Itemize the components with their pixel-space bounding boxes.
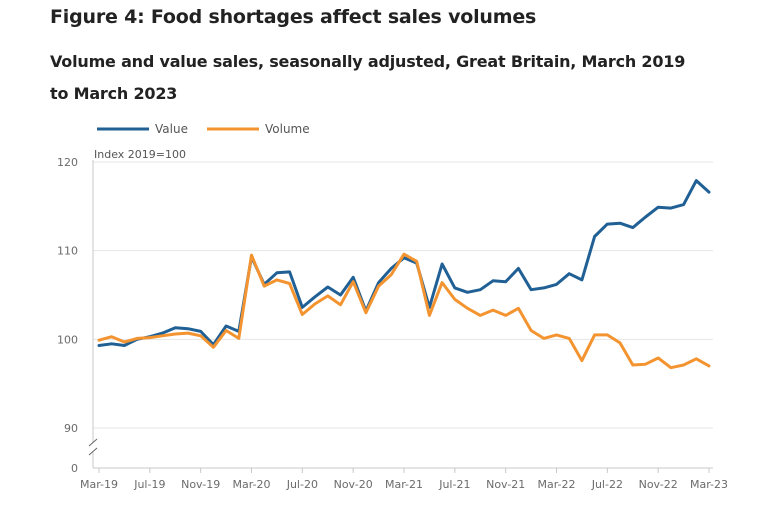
x-tick-label-Mar-20: Mar-20 bbox=[232, 478, 270, 491]
y-tick-label-120: 120 bbox=[57, 156, 78, 169]
y-tick-label-90: 90 bbox=[64, 422, 78, 435]
figure-subtitle: Volume and value sales, seasonally adjus… bbox=[50, 52, 686, 103]
series-line-volume bbox=[97, 252, 711, 370]
x-tick-label-Jul-19: Jul-19 bbox=[133, 478, 165, 491]
series-lines bbox=[97, 179, 711, 370]
legend-volume-label: Volume bbox=[265, 122, 310, 136]
figure-title: Figure 4: Food shortages affect sales vo… bbox=[50, 6, 537, 28]
y-tick-label-110: 110 bbox=[57, 245, 78, 258]
x-tick-label-Mar-19: Mar-19 bbox=[80, 478, 118, 491]
legend-value-label: Value bbox=[155, 122, 188, 136]
x-tick-label-Mar-23: Mar-23 bbox=[690, 478, 728, 491]
y-tick-label-0: 0 bbox=[71, 462, 78, 475]
x-tick-label-Jul-21: Jul-21 bbox=[438, 478, 470, 491]
series-line-value bbox=[97, 179, 711, 347]
gridlines bbox=[93, 161, 713, 469]
x-tick-label-Jul-22: Jul-22 bbox=[591, 478, 623, 491]
axis-break-mark-lower bbox=[88, 447, 98, 456]
y-axis-ticks: 90 100 110 120 0 bbox=[57, 156, 78, 475]
y-axis-unit-label: Index 2019=100 bbox=[94, 148, 186, 161]
x-tick-label-Nov-22: Nov-22 bbox=[639, 478, 678, 491]
axis-break-mark-upper bbox=[88, 438, 98, 447]
x-tick-label-Jul-20: Jul-20 bbox=[286, 478, 318, 491]
x-tick-label-Nov-19: Nov-19 bbox=[181, 478, 220, 491]
x-tick-label-Nov-20: Nov-20 bbox=[334, 478, 373, 491]
x-axis-ticks: Mar-19 Jul-19 Nov-19 Mar-20 Jul-20 Nov-20 Mar-… bbox=[80, 468, 728, 491]
legend: Value Volume bbox=[97, 122, 310, 136]
axes bbox=[88, 160, 98, 468]
x-tick-label-Mar-21: Mar-21 bbox=[385, 478, 423, 491]
x-tick-label-Mar-22: Mar-22 bbox=[537, 478, 575, 491]
y-tick-label-100: 100 bbox=[57, 333, 78, 346]
x-tick-label-Nov-21: Nov-21 bbox=[486, 478, 525, 491]
